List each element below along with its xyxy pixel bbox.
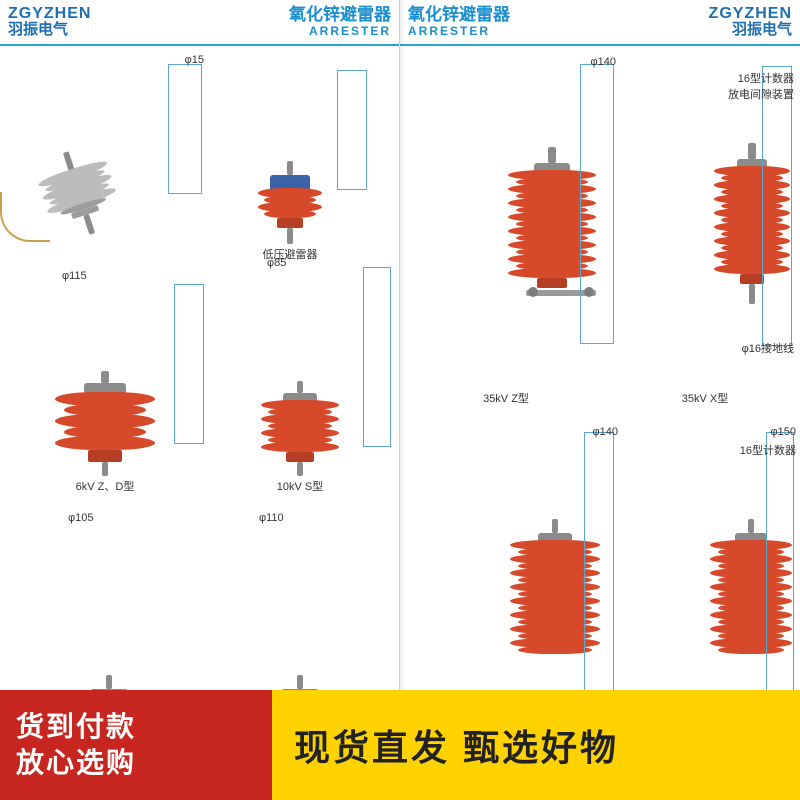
promo-left-2: 放心选购: [16, 745, 272, 781]
label-6kv: 6kV Z、D型: [76, 478, 135, 494]
dwg-35z: [580, 64, 614, 344]
brand-cn: 羽振电气: [8, 22, 91, 37]
cell-10kv: φ85 10kV S型: [215, 261, 385, 476]
promo-right: 现货直发 甄选好物: [272, 690, 800, 800]
promo-right-text: 现货直发 甄选好物: [294, 719, 619, 771]
promo-left-1: 货到付款: [16, 709, 272, 745]
title-cn: 氧化锌避雷器: [289, 6, 391, 25]
title-en: ARRESTER: [289, 25, 391, 38]
cell-lv-blue: 低压避雷器: [215, 64, 365, 244]
dim-d140b: φ140: [593, 426, 619, 438]
promo-left: 货到付款 放心选购: [0, 690, 272, 800]
title-cn-r: 氧化锌避雷器: [408, 6, 510, 25]
catalog: ZGYZHEN 羽振电气 氧化锌避雷器 ARRESTER: [0, 0, 800, 800]
arrester-6kv: [55, 371, 155, 476]
label-35z: 35kV Z型: [483, 390, 529, 406]
note-counter: 16型计数器: [738, 70, 794, 86]
cell-lv-grey: φ15: [4, 56, 154, 236]
dwg-lv: [168, 64, 202, 194]
brand-latin-r: ZGYZHEN: [709, 6, 792, 22]
dim-d140: φ140: [591, 56, 617, 68]
left-cells: φ15 低压避雷器: [0, 46, 399, 800]
note-gap: 放电间隙装置: [728, 86, 794, 102]
dwg-lv2: [337, 70, 367, 190]
dwg-35x: [762, 66, 792, 346]
label-10kv: 10kV S型: [277, 478, 323, 494]
left-page: ZGYZHEN 羽振电气 氧化锌避雷器 ARRESTER: [0, 0, 400, 800]
brand-right: ZGYZHEN 羽振电气: [709, 6, 792, 37]
arrester-10kv: [261, 381, 339, 476]
left-header: ZGYZHEN 羽振电气 氧化锌避雷器 ARRESTER: [0, 0, 399, 46]
dim-d115: φ115: [62, 270, 87, 282]
note-ground: φ16接地线: [742, 340, 794, 356]
dim-d105: φ105: [68, 512, 94, 524]
dim-d15: φ15: [185, 54, 204, 66]
title-en-r: ARRESTER: [408, 25, 510, 38]
promo-banner: 货到付款 放心选购 现货直发 甄选好物: [0, 690, 800, 800]
catalog-page: ZGYZHEN 羽振电气 氧化锌避雷器 ARRESTER: [0, 0, 800, 800]
dwg-br2: [766, 432, 794, 712]
dim-d110: φ110: [259, 512, 284, 524]
title-right: 氧化锌避雷器 ARRESTER: [408, 6, 510, 38]
brand-latin: ZGYZHEN: [8, 6, 91, 22]
dwg-br1: [584, 432, 614, 712]
brand-left: ZGYZHEN 羽振电气: [8, 6, 91, 37]
dwg-6kv: [174, 284, 204, 444]
lead-wire: [0, 192, 50, 242]
right-cells: φ140 35kV Z型: [400, 46, 800, 800]
right-header: 氧化锌避雷器 ARRESTER ZGYZHEN 羽振电气: [400, 0, 800, 46]
cell-35x: 16型计数器 放电间隙装置 φ16接地线 35kV X型: [620, 60, 790, 386]
dwg-10kv: [363, 267, 391, 447]
label-35x: 35kV X型: [682, 390, 728, 406]
note-counter2: 16型计数器: [740, 442, 796, 458]
dim-d150: φ150: [771, 426, 797, 438]
title-left: 氧化锌避雷器 ARRESTER: [289, 6, 391, 38]
cell-6kv: φ115 6kV Z、D型: [20, 276, 190, 476]
cell-35z: φ140 35kV Z型: [416, 56, 596, 386]
arrester-bluecap: [258, 161, 322, 244]
right-page: 氧化锌避雷器 ARRESTER ZGYZHEN 羽振电气: [400, 0, 800, 800]
brand-cn-r: 羽振电气: [732, 22, 792, 37]
dim-d85: φ85: [267, 257, 286, 269]
